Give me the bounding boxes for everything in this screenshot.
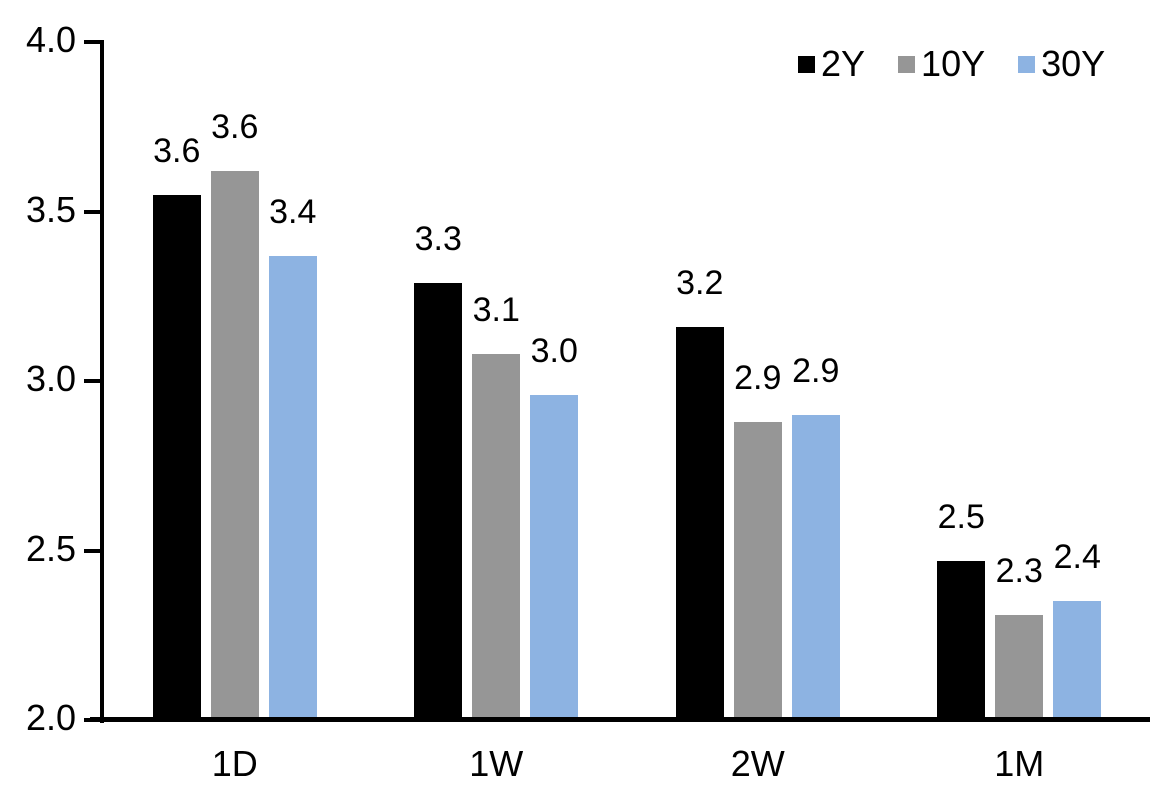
bar-value-label: 3.2 <box>676 263 724 302</box>
bar-10Y-2W <box>733 421 782 717</box>
bar-30Y-1M <box>1053 601 1102 717</box>
y-axis-line <box>100 40 104 723</box>
x-category-label: 2W <box>730 743 785 784</box>
legend-swatch-2Y <box>798 55 815 73</box>
x-axis-line <box>90 717 1150 722</box>
bar-value-label: 2.3 <box>995 551 1043 590</box>
bar-30Y-1D <box>268 255 317 717</box>
bar-30Y-2W <box>791 414 840 717</box>
y-axis-tick <box>84 209 100 214</box>
y-tick-label: 2.5 <box>25 527 76 569</box>
x-category-label: 1M <box>994 743 1045 784</box>
bar-value-label: 3.3 <box>414 219 462 258</box>
bar-value-label: 3.6 <box>211 107 259 146</box>
bar-value-label: 2.9 <box>734 358 782 397</box>
legend-label: 2Y <box>821 43 866 84</box>
bar-2Y-1D <box>152 194 201 717</box>
y-axis-tick <box>84 718 100 722</box>
bar-10Y-1D <box>210 170 259 717</box>
y-tick-label: 2.0 <box>25 697 76 738</box>
y-axis-tick <box>84 548 100 553</box>
legend-item-2Y: 2Y <box>798 46 865 82</box>
legend: 2Y 10Y 30Y <box>798 46 1105 82</box>
legend-label: 10Y <box>921 43 986 84</box>
bar-value-label: 2.5 <box>937 497 985 536</box>
bar-10Y-1M <box>995 614 1044 717</box>
y-tick-label: 4.0 <box>25 19 76 60</box>
y-axis-tick <box>84 379 100 383</box>
bar-value-label: 3.4 <box>269 192 317 231</box>
bar-value-label: 3.6 <box>153 131 201 170</box>
legend-swatch-10Y <box>898 55 916 73</box>
x-category-label: 1D <box>211 743 258 784</box>
y-tick-label: 3.0 <box>25 358 76 399</box>
bar-10Y-1W <box>472 353 521 717</box>
legend-item-30Y: 30Y <box>1018 46 1105 82</box>
legend-label: 30Y <box>1041 43 1106 84</box>
bar-2Y-1W <box>414 282 463 717</box>
bar-2Y-1M <box>937 560 986 717</box>
y-tick-label: 3.5 <box>25 188 76 230</box>
legend-item-10Y: 10Y <box>898 46 985 82</box>
y-axis-tick <box>84 40 100 44</box>
bar-value-label: 2.4 <box>1053 538 1101 577</box>
bar-value-label: 2.9 <box>792 351 840 390</box>
bar-value-label: 3.0 <box>530 331 578 370</box>
bar-30Y-1W <box>530 394 579 717</box>
x-category-label: 1W <box>469 743 524 784</box>
legend-swatch-30Y <box>1018 55 1036 73</box>
bar-2Y-2W <box>675 326 724 717</box>
bar-value-label: 3.1 <box>472 290 520 329</box>
